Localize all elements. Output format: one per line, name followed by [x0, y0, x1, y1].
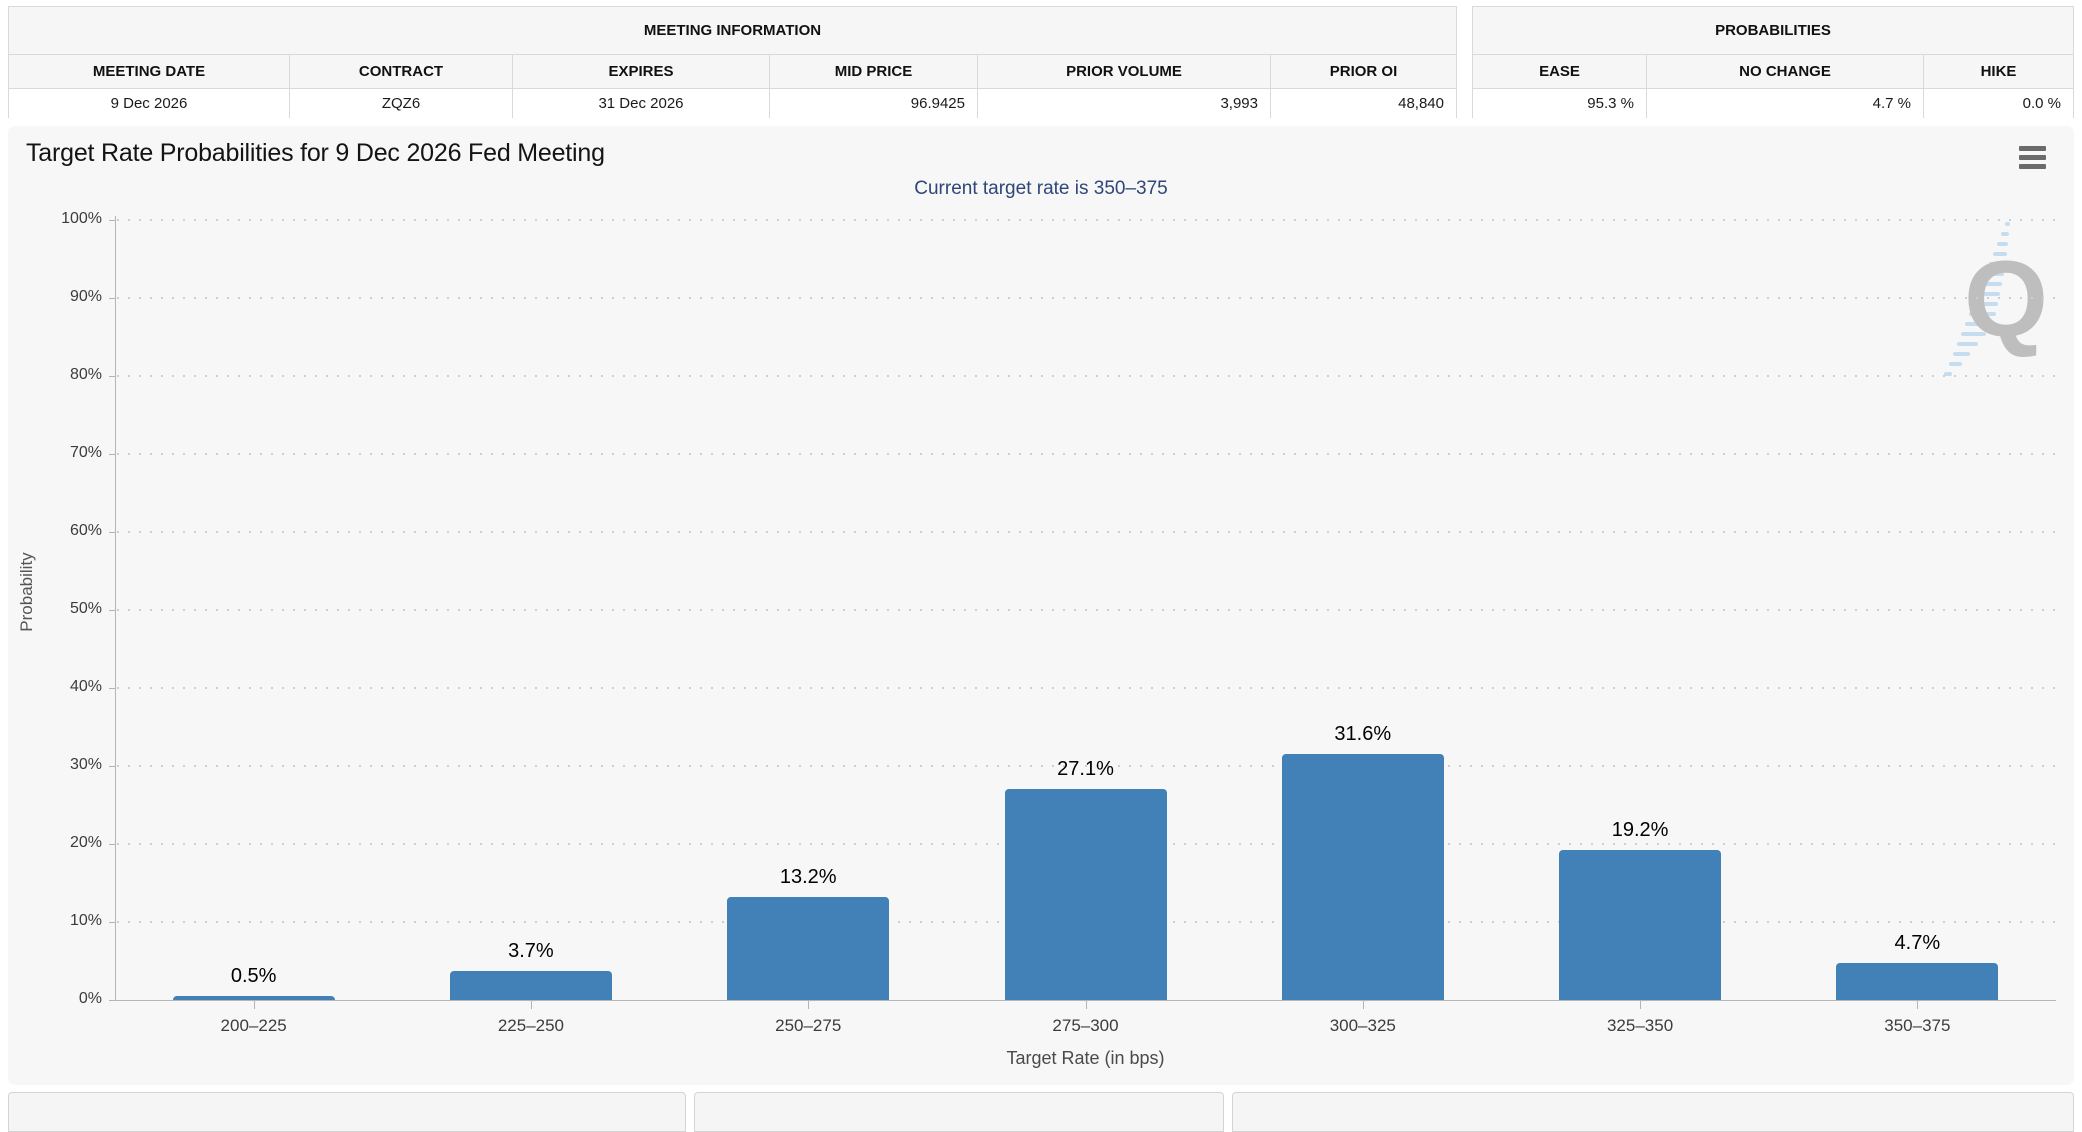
probabilities-header-row: EASE NO CHANGE HIKE — [1473, 55, 2073, 89]
x-tick-label: 275–300 — [1052, 1016, 1119, 1035]
col-header-contract: CONTRACT — [290, 55, 513, 88]
bar-value-label: 19.2% — [1611, 819, 1669, 842]
x-tick-mark — [1640, 1001, 1642, 1009]
prior-oi-value: 48,840 — [1398, 95, 1444, 112]
expires-value: 31 Dec 2026 — [513, 89, 770, 118]
chart-subtitle: Current target rate is 350–375 — [914, 178, 1168, 199]
bar-value-label: 13.2% — [779, 866, 837, 889]
y-tick-mark — [109, 844, 115, 845]
no-change-value: 4.7 % — [1647, 89, 1924, 118]
hamburger-bar — [2019, 155, 2046, 160]
x-tick-label: 200–225 — [220, 1016, 287, 1035]
col-header-mid-price: MID PRICE — [770, 55, 978, 88]
meeting-info-title: MEETING INFORMATION — [9, 7, 1456, 55]
probability-bar-200–225[interactable] — [172, 996, 335, 1000]
probability-bar-325–350[interactable] — [1559, 850, 1722, 1000]
y-tick-label: 70% — [69, 444, 102, 461]
y-tick-label: 100% — [61, 210, 102, 227]
probabilities-table: PROBABILITIES EASE NO CHANGE HIKE 95.3 %… — [1472, 6, 2074, 118]
y-tick-label: 10% — [69, 912, 102, 929]
x-axis-title: Target Rate (in bps) — [1006, 1048, 1165, 1068]
bottom-cropped-panel — [8, 1092, 686, 1132]
x-axis-line — [115, 1000, 2056, 1001]
y-tick-label: 60% — [69, 522, 102, 539]
gridline-70% — [117, 453, 2058, 455]
y-tick-label: 20% — [69, 834, 102, 851]
x-tick-mark — [253, 1001, 255, 1009]
gridline-100% — [117, 219, 2058, 221]
bar-value-label: 0.5% — [230, 965, 277, 988]
y-tick-label: 40% — [69, 678, 102, 695]
meeting-info-table: MEETING INFORMATION MEETING DATE CONTRAC… — [8, 6, 1457, 118]
col-header-prior-volume: PRIOR VOLUME — [978, 55, 1271, 88]
y-tick-mark — [109, 766, 115, 767]
y-tick-mark — [109, 376, 115, 377]
x-tick-label: 300–325 — [1329, 1016, 1396, 1035]
meeting-info-value-row: 9 Dec 2026 ZQZ6 31 Dec 2026 96.9425 3,99… — [9, 89, 1456, 118]
y-tick-mark — [109, 454, 115, 455]
col-header-no-change: NO CHANGE — [1647, 55, 1924, 88]
bar-value-label: 4.7% — [1894, 932, 1941, 955]
gridline-30% — [117, 765, 2058, 767]
bottom-cropped-panel — [694, 1092, 1224, 1132]
hamburger-bar — [2019, 146, 2046, 151]
col-header-meeting-date: MEETING DATE — [9, 55, 290, 88]
y-tick-mark — [109, 1000, 115, 1001]
x-tick-label: 350–375 — [1884, 1016, 1951, 1035]
x-tick-label: 225–250 — [497, 1016, 565, 1035]
ease-value: 95.3 % — [1473, 89, 1647, 118]
x-tick-mark — [1917, 1001, 1919, 1009]
x-tick-mark — [1085, 1001, 1087, 1009]
gridline-40% — [117, 687, 2058, 689]
chart-title: Target Rate Probabilities for 9 Dec 2026… — [26, 139, 605, 167]
y-tick-mark — [109, 922, 115, 923]
bar-value-label: 27.1% — [1057, 757, 1114, 780]
bar-chart-plot-area: 0% 10% 20% 30% 40% 50% 60% 70% 80% 90% 100% 0.5% 200… — [8, 126, 2074, 1085]
bar-value-label: 3.7% — [508, 940, 554, 963]
x-tick-mark — [808, 1001, 810, 1009]
contract-value: ZQZ6 — [290, 89, 513, 118]
y-axis-title: Probability — [17, 552, 36, 632]
gridline-90% — [117, 297, 2058, 299]
mid-price-value: 96.9425 — [770, 89, 978, 118]
y-tick-mark — [109, 220, 115, 221]
y-tick-label: 0% — [78, 990, 102, 1007]
col-header-prior-oi: PRIOR OI — [1329, 63, 1398, 80]
probabilities-value-row: 95.3 % 4.7 % 0.0 % — [1473, 89, 2073, 118]
prior-volume-value: 3,993 — [978, 89, 1271, 118]
target-rate-chart-panel: Target Rate Probabilities for 9 Dec 2026… — [8, 126, 2074, 1085]
gridline-80% — [117, 375, 2058, 377]
x-tick-mark — [1362, 1001, 1364, 1009]
y-tick-label: 30% — [69, 756, 102, 773]
probability-bar-350–375[interactable] — [1836, 963, 1999, 1000]
y-tick-mark — [109, 688, 115, 689]
y-tick-label: 50% — [69, 600, 102, 617]
col-header-hike: HIKE — [1980, 63, 2017, 80]
x-tick-mark — [530, 1001, 532, 1009]
y-tick-mark — [109, 532, 115, 533]
col-header-expires: EXPIRES — [513, 55, 770, 88]
probability-bar-300–325[interactable] — [1281, 753, 1444, 1000]
probability-bar-250–275[interactable] — [727, 897, 890, 1000]
x-tick-label: 250–275 — [775, 1016, 842, 1035]
gridline-60% — [117, 531, 2058, 533]
bottom-cropped-panel — [1232, 1092, 2074, 1132]
y-tick-label: 90% — [69, 288, 102, 305]
meeting-date-value: 9 Dec 2026 — [9, 89, 290, 118]
probability-bar-225–250[interactable] — [449, 971, 612, 1000]
y-tick-label: 80% — [69, 366, 102, 383]
hike-value: 0.0 % — [2022, 95, 2061, 112]
col-header-ease: EASE — [1473, 55, 1647, 88]
gridline-50% — [117, 609, 2058, 611]
y-tick-mark — [109, 610, 115, 611]
bar-value-label: 31.6% — [1334, 722, 1392, 745]
y-axis-line — [115, 216, 116, 1000]
hamburger-bar — [2019, 164, 2046, 169]
x-tick-label: 325–350 — [1606, 1016, 1674, 1035]
chart-menu-hamburger-icon[interactable] — [2019, 146, 2046, 169]
probability-bar-275–300[interactable] — [1004, 788, 1167, 1000]
probabilities-title: PROBABILITIES — [1473, 7, 2073, 55]
meeting-info-header-row: MEETING DATE CONTRACT EXPIRES MID PRICE … — [9, 55, 1456, 89]
y-tick-mark — [109, 298, 115, 299]
